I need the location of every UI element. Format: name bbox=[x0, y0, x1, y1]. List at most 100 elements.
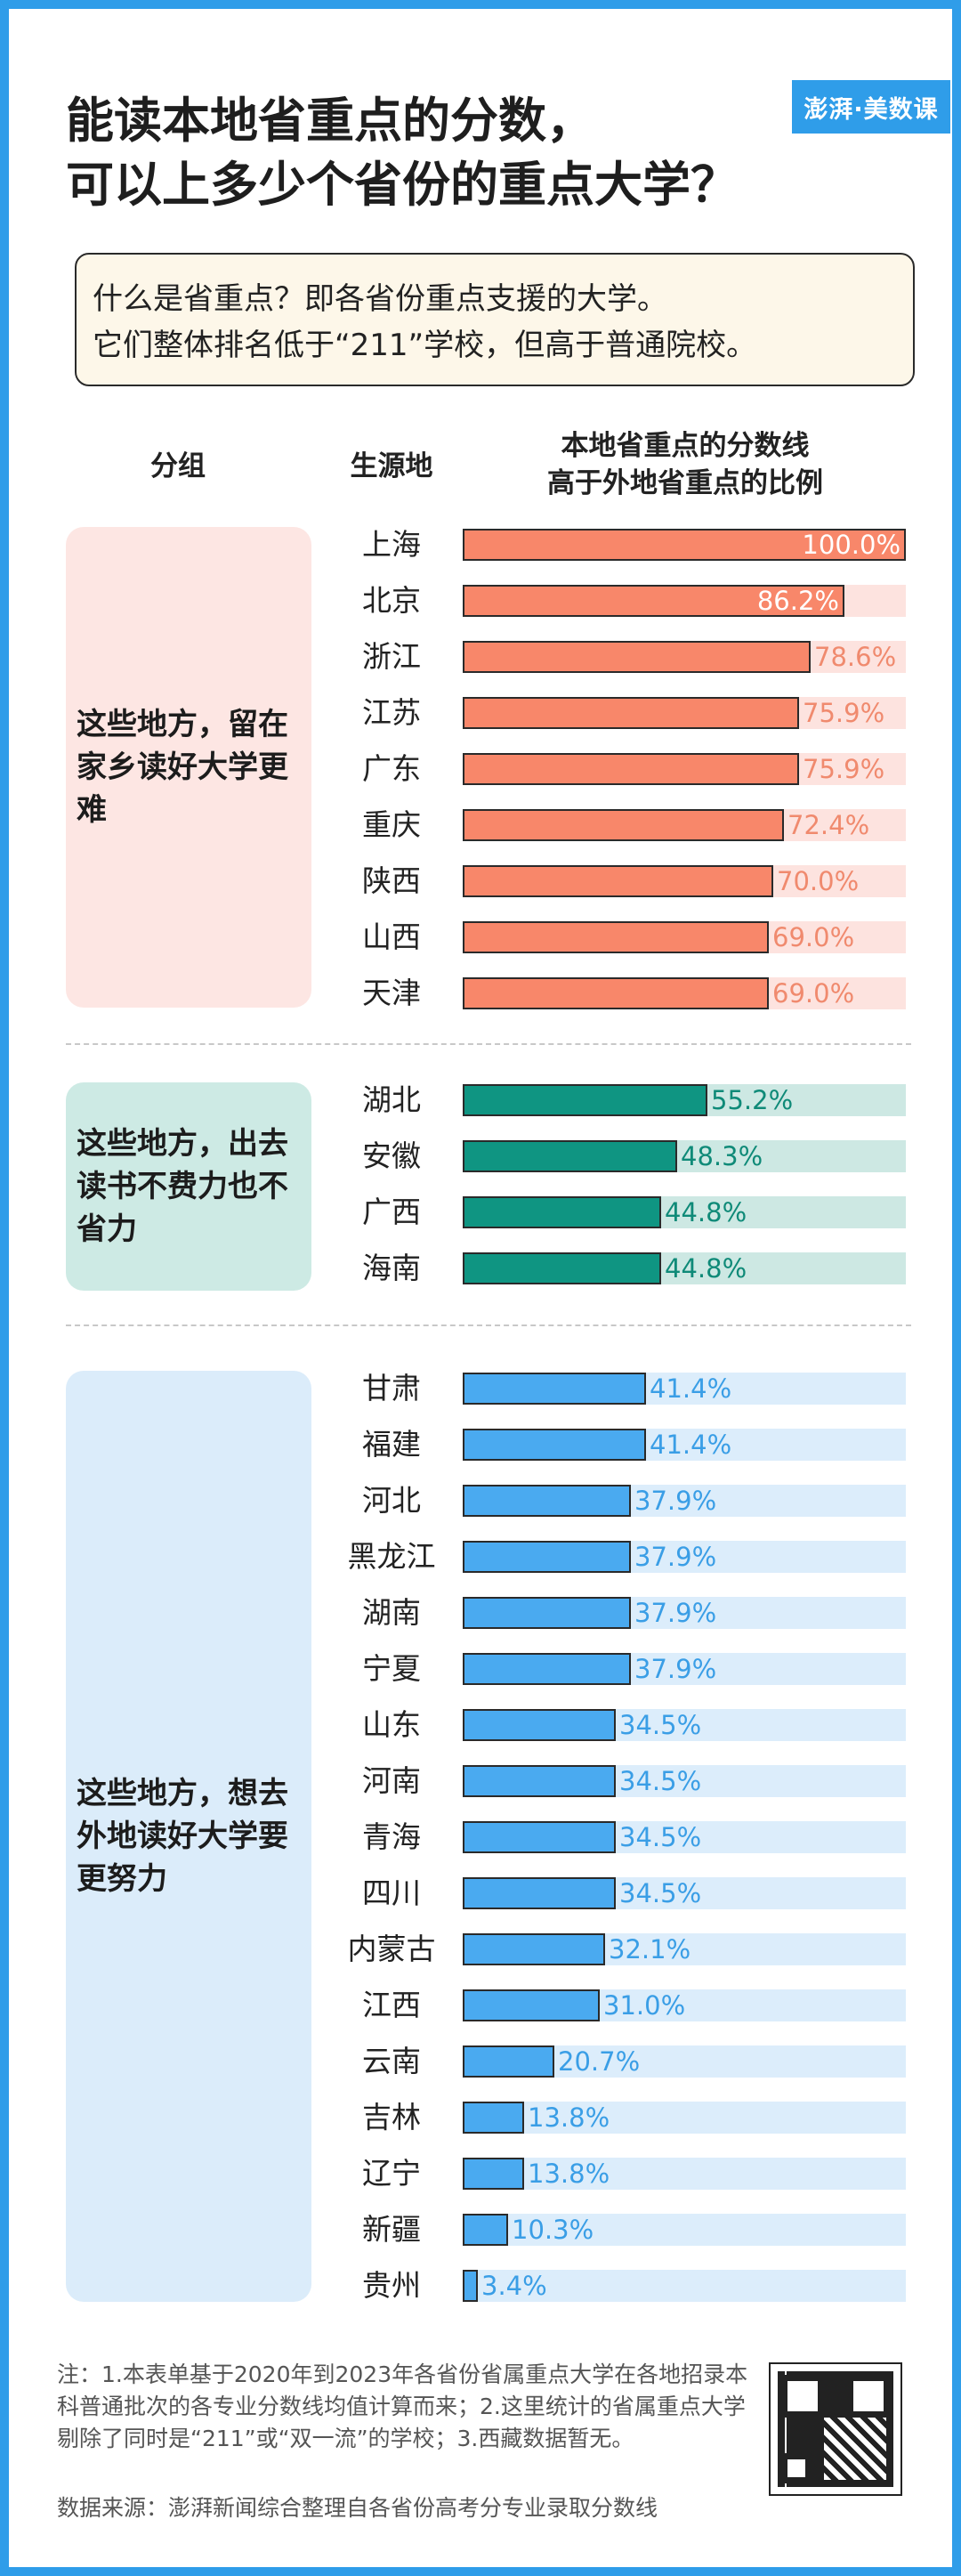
bar-value-label: 41.4% bbox=[650, 1373, 732, 1404]
qr-pattern bbox=[824, 2418, 886, 2480]
province-label: 辽宁 bbox=[362, 2156, 421, 2191]
bar-row: 海南 44.8% bbox=[9, 1251, 952, 1286]
bar-value-label: 69.0% bbox=[772, 978, 855, 1009]
bar-track: 3.4% bbox=[463, 2270, 906, 2302]
province-label: 宁夏 bbox=[362, 1651, 421, 1686]
data-source: 数据来源：澎湃新闻综合整理自各省份高考分专业录取分数线 bbox=[57, 2495, 658, 2521]
province-label: 贵州 bbox=[362, 2268, 421, 2303]
bar-track: 34.5% bbox=[463, 1877, 906, 1909]
bar-value-label: 75.9% bbox=[803, 754, 885, 784]
group-label-3: 这些地方，想去外地读好大学要更努力 bbox=[66, 1371, 311, 2302]
bar-row: 河北 37.9% bbox=[9, 1483, 952, 1519]
bar-value-label: 44.8% bbox=[665, 1253, 747, 1284]
province-label: 陕西 bbox=[362, 863, 421, 898]
bar-track: 13.8% bbox=[463, 2102, 906, 2134]
title-line-2: 可以上多少个省份的重点大学？ bbox=[66, 157, 739, 213]
bar-track: 13.8% bbox=[463, 2158, 906, 2190]
bar bbox=[463, 1933, 605, 1965]
bar bbox=[463, 697, 799, 729]
bar-track: 31.0% bbox=[463, 1989, 906, 2021]
bar-track: 72.4% bbox=[463, 809, 906, 841]
bar-row: 贵州 3.4% bbox=[9, 2268, 952, 2304]
bar-track: 86.2% bbox=[463, 585, 906, 617]
bar bbox=[463, 1196, 661, 1228]
bar-value-label: 78.6% bbox=[814, 642, 897, 672]
province-label: 青海 bbox=[362, 1819, 421, 1854]
province-label: 天津 bbox=[362, 976, 421, 1010]
bar-row: 云南 20.7% bbox=[9, 2044, 952, 2079]
province-label: 福建 bbox=[362, 1427, 421, 1462]
bar-chart: 上海 100.0% 北京 86.2% 浙江 78.6% 江苏 75.9% 广东 75.9% 重庆 72… bbox=[9, 9, 952, 2567]
bar-row: 重庆 72.4% bbox=[9, 807, 952, 843]
bar-track: 34.5% bbox=[463, 1821, 906, 1853]
bar-value-label: 69.0% bbox=[772, 922, 855, 952]
province-label: 江西 bbox=[362, 1988, 421, 2022]
bar-track: 75.9% bbox=[463, 753, 906, 785]
province-label: 湖北 bbox=[362, 1082, 421, 1117]
bar bbox=[463, 1429, 646, 1461]
province-label: 四川 bbox=[362, 1875, 421, 1910]
bar bbox=[463, 1541, 631, 1573]
bar-track: 41.4% bbox=[463, 1429, 906, 1461]
province-label: 上海 bbox=[362, 527, 421, 562]
bar-value-label: 86.2% bbox=[756, 586, 839, 616]
province-label: 山西 bbox=[362, 919, 421, 954]
bar bbox=[463, 1485, 631, 1517]
bar-track: 78.6% bbox=[463, 641, 906, 673]
bar-row: 广东 75.9% bbox=[9, 751, 952, 787]
bar-track: 41.4% bbox=[463, 1373, 906, 1405]
bar-track: 20.7% bbox=[463, 2045, 906, 2078]
province-label: 湖南 bbox=[362, 1595, 421, 1630]
bar-value-label: 44.8% bbox=[665, 1197, 747, 1227]
bar-value-label: 32.1% bbox=[609, 1934, 691, 1964]
header-metric: 本地省重点的分数线 高于外地省重点的比例 bbox=[507, 427, 863, 502]
bar bbox=[463, 529, 906, 561]
bar-track: 37.9% bbox=[463, 1597, 906, 1629]
bar-value-label: 37.9% bbox=[634, 1542, 717, 1572]
bar-value-label: 10.3% bbox=[512, 2215, 594, 2245]
bar-value-label: 37.9% bbox=[634, 1598, 717, 1628]
bar bbox=[463, 2214, 508, 2246]
bar-row: 湖南 37.9% bbox=[9, 1595, 952, 1631]
bar-value-label: 34.5% bbox=[619, 1766, 702, 1796]
bar-value-label: 34.5% bbox=[619, 1822, 702, 1852]
bar-row: 甘肃 41.4% bbox=[9, 1371, 952, 1406]
group-label-1: 这些地方，留在家乡读好大学更难 bbox=[66, 527, 311, 1008]
bar bbox=[463, 585, 844, 617]
bar bbox=[463, 1597, 631, 1629]
bar-row: 新疆 10.3% bbox=[9, 2212, 952, 2248]
bar-value-label: 75.9% bbox=[803, 698, 885, 728]
province-label: 内蒙古 bbox=[347, 1932, 436, 1966]
province-label: 广东 bbox=[362, 751, 421, 786]
bar-row: 内蒙古 32.1% bbox=[9, 1932, 952, 1967]
bar bbox=[463, 2158, 524, 2190]
province-label: 浙江 bbox=[362, 639, 421, 674]
province-label: 甘肃 bbox=[362, 1371, 421, 1405]
bar bbox=[463, 1709, 616, 1741]
bar-row: 山西 69.0% bbox=[9, 919, 952, 955]
bar-row: 浙江 78.6% bbox=[9, 639, 952, 675]
group-label-2: 这些地方，出去读书不费力也不省力 bbox=[66, 1082, 311, 1291]
bar bbox=[463, 1252, 661, 1284]
bar-track: 34.5% bbox=[463, 1765, 906, 1797]
bar-row: 天津 69.0% bbox=[9, 976, 952, 1011]
province-label: 山东 bbox=[362, 1707, 421, 1742]
bar bbox=[463, 2102, 524, 2134]
bar-value-label: 20.7% bbox=[558, 2046, 641, 2077]
bar-row: 黑龙江 37.9% bbox=[9, 1539, 952, 1575]
bar-row: 广西 44.8% bbox=[9, 1195, 952, 1230]
province-label: 江苏 bbox=[362, 695, 421, 730]
bar-value-label: 34.5% bbox=[619, 1878, 702, 1908]
bar-row: 江西 31.0% bbox=[9, 1988, 952, 2023]
definition-line-2: 它们整体排名低于“211”学校，但高于普通院校。 bbox=[93, 328, 757, 363]
footnote: 注：1.本表单基于2020年到2023年各省份省属重点大学在各地招录本科普通批次… bbox=[57, 2361, 748, 2451]
province-label: 黑龙江 bbox=[347, 1539, 436, 1574]
bar-row: 吉林 13.8% bbox=[9, 2100, 952, 2135]
header-group: 分组 bbox=[150, 450, 206, 482]
bar-value-label: 37.9% bbox=[634, 1486, 717, 1516]
bar-track: 44.8% bbox=[463, 1196, 906, 1228]
bar-track: 37.9% bbox=[463, 1485, 906, 1517]
bar-value-label: 48.3% bbox=[681, 1141, 763, 1171]
bar-value-label: 31.0% bbox=[603, 1990, 686, 2021]
bar-value-label: 3.4% bbox=[481, 2271, 547, 2301]
